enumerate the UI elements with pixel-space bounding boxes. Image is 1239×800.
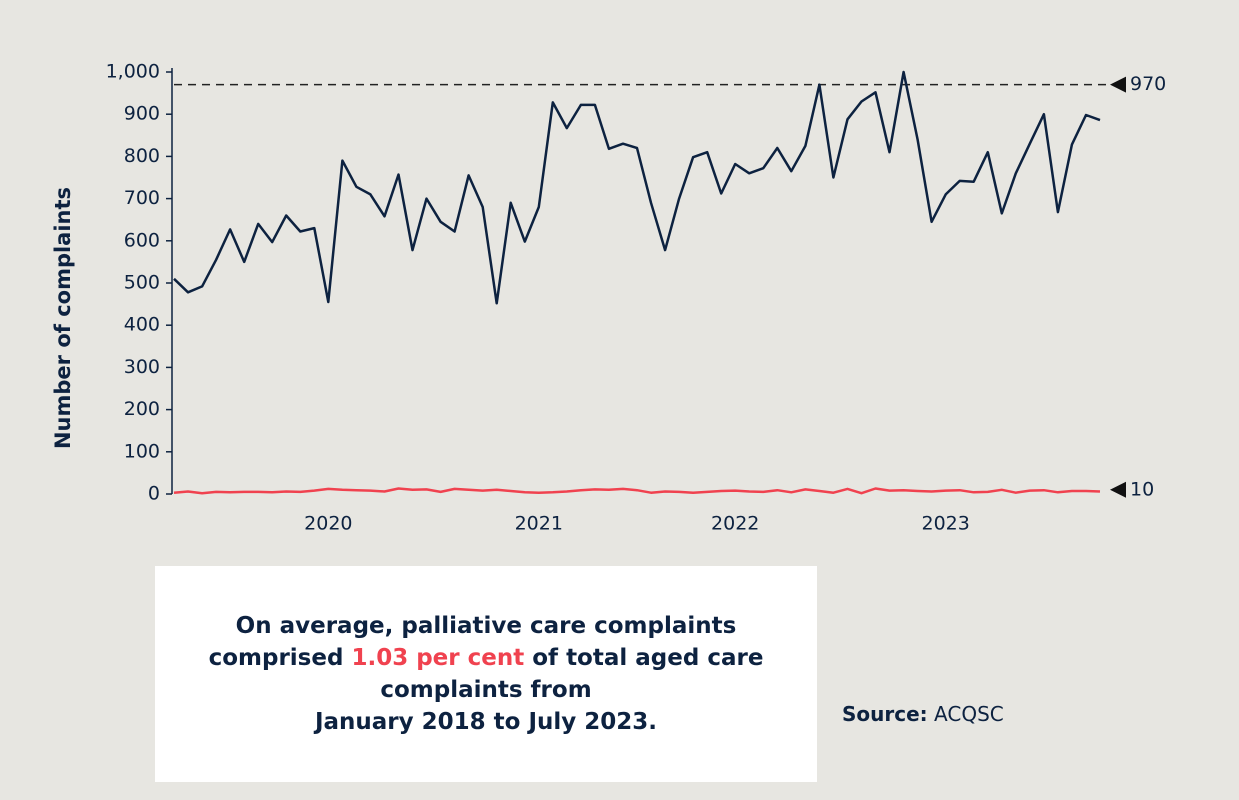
note-text: On average, palliative care complaints c…	[209, 610, 764, 738]
note-line: On average, palliative care complaints	[235, 613, 737, 639]
y-tick-label: 900	[124, 103, 160, 125]
y-tick-label: 0	[148, 483, 160, 505]
y-tick-label: 300	[124, 356, 160, 378]
y-tick-label: 500	[124, 272, 160, 294]
y-tick-label: 600	[124, 229, 160, 251]
y-tick-label: 200	[124, 398, 160, 420]
y-tick-label: 1,000	[106, 61, 160, 83]
reference-arrow	[1110, 76, 1126, 93]
note-highlight: 1.03 per cent	[351, 645, 525, 671]
source-text: ACQSC	[934, 702, 1004, 726]
source: Source: ACQSC	[842, 702, 1004, 726]
note-line: comprised	[208, 645, 344, 671]
note-line: January 2018 to July 2023.	[314, 709, 658, 735]
x-tick-label: 2021	[515, 513, 563, 535]
y-tick-label: 800	[124, 145, 160, 167]
series-line	[173, 487, 1101, 495]
note-line: of total aged care	[532, 645, 764, 671]
y-tick-label: 100	[124, 440, 160, 462]
note-box: On average, palliative care complaints c…	[155, 566, 817, 782]
source-label: Source:	[842, 702, 928, 726]
y-tick-label: 400	[124, 314, 160, 336]
reference-label: 10	[1130, 478, 1154, 500]
y-axis-label: Number of complaints	[51, 187, 75, 449]
x-tick-label: 2023	[921, 513, 969, 535]
series-line	[173, 70, 1101, 305]
reference-label: 970	[1130, 73, 1166, 95]
x-tick-label: 2020	[304, 513, 352, 535]
y-tick-label: 700	[124, 187, 160, 209]
x-tick-label: 2022	[711, 513, 759, 535]
chart: Number of complaints 0 100 200 300 400 500 600…	[51, 61, 1166, 535]
reference-arrow	[1110, 481, 1126, 498]
note-line: complaints from	[380, 677, 592, 703]
